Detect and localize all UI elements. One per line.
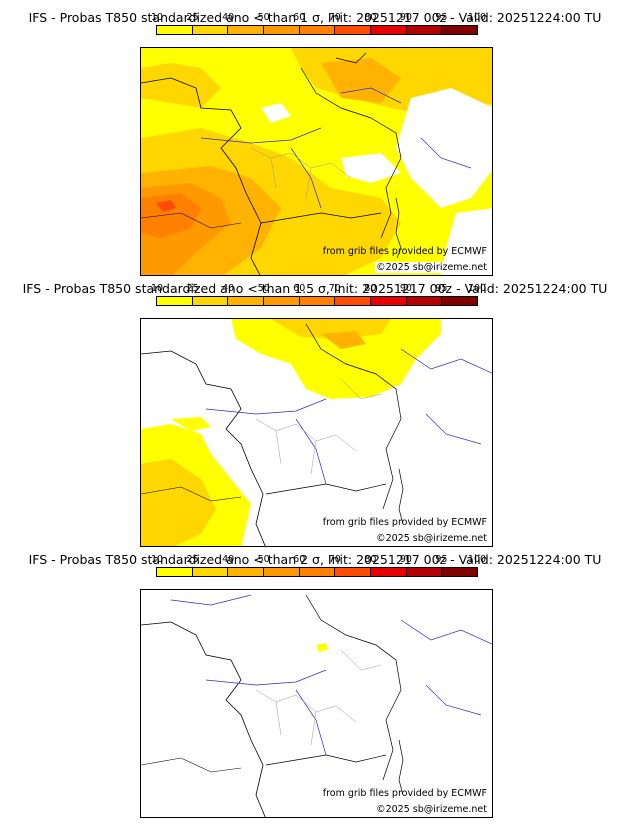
colorbar-segment <box>157 26 193 34</box>
source-credit: from grib files provided by ECMWF <box>322 517 487 528</box>
probability-map: from grib files provided by ECMWF ©2025 … <box>140 318 493 547</box>
colorbar-tick-label: 80 <box>364 554 377 565</box>
colorbar-tick-label: 70 <box>328 554 341 565</box>
colorbar-tick-label: 70 <box>328 12 341 23</box>
panel-title: IFS - Probas T850 standardized ano < tha… <box>22 281 608 296</box>
colorbar-segment <box>264 26 300 34</box>
colorbar-segment <box>406 568 443 576</box>
colorbar-tick-label: 25 <box>186 283 199 294</box>
colorbar-segment <box>299 568 336 576</box>
colorbar-segment <box>406 26 443 34</box>
colorbar-tick-label: 100 <box>467 554 487 565</box>
colorbar-ticks: 10 25 40 50 60 70 80 90 95 100 <box>151 554 486 566</box>
colorbar-segment <box>335 26 372 34</box>
colorbar-tick-label: 50 <box>257 283 270 294</box>
colorbar-segment <box>335 568 372 576</box>
colorbar-tick-label: 10 <box>150 283 164 294</box>
colorbar-tick-label: 100 <box>467 283 487 294</box>
colorbar-segment <box>299 297 336 305</box>
colorbar <box>156 25 478 35</box>
colorbar-ticks: 10 25 40 50 60 70 80 90 95 100 <box>151 12 486 24</box>
panel-title: IFS - Probas T850 standardized ano < tha… <box>28 552 602 567</box>
probability-map: from grib files provided by ECMWF ©2025 … <box>140 47 493 276</box>
colorbar-segment <box>157 297 193 305</box>
colorbar-segment <box>192 26 229 34</box>
colorbar-tick-label: 10 <box>150 12 164 23</box>
colorbar-segment <box>264 568 300 576</box>
colorbar-tick-label: 80 <box>364 283 377 294</box>
colorbar-segment <box>335 297 372 305</box>
colorbar-tick-label: 90 <box>399 554 412 565</box>
colorbar-tick-label: 25 <box>186 554 199 565</box>
colorbar-tick-label: 90 <box>399 12 412 23</box>
colorbar-segment <box>228 297 265 305</box>
colorbar-tick-label: 25 <box>186 12 199 23</box>
map-panel-2: IFS - Probas T850 standardized ano < tha… <box>0 271 630 547</box>
colorbar-segment <box>264 297 300 305</box>
colorbar-segment <box>371 568 407 576</box>
colorbar-ticks: 10 25 40 50 60 70 80 90 95 100 <box>151 283 486 295</box>
colorbar-tick-label: 95 <box>435 554 448 565</box>
colorbar-tick-label: 60 <box>293 12 306 23</box>
colorbar-segment <box>192 297 229 305</box>
colorbar-segment <box>371 297 407 305</box>
colorbar-tick-label: 80 <box>364 12 377 23</box>
colorbar-tick-label: 60 <box>293 554 306 565</box>
colorbar-segment <box>442 568 478 576</box>
colorbar-tick-label: 95 <box>435 283 448 294</box>
colorbar-segment <box>228 26 265 34</box>
colorbar-tick-label: 50 <box>257 12 270 23</box>
colorbar-segment <box>371 26 407 34</box>
colorbar-tick-label: 90 <box>399 283 412 294</box>
colorbar-tick-label: 100 <box>467 12 487 23</box>
map-panel-1: IFS - Probas T850 standardized ano < tha… <box>0 0 630 276</box>
colorbar-tick-label: 40 <box>222 283 235 294</box>
colorbar-tick-label: 60 <box>293 283 306 294</box>
panel-title: IFS - Probas T850 standardized ano < tha… <box>28 10 602 25</box>
colorbar-tick-label: 50 <box>257 554 270 565</box>
colorbar-tick-label: 40 <box>222 554 235 565</box>
colorbar-segment <box>157 568 193 576</box>
colorbar-segment <box>442 297 478 305</box>
colorbar-segment <box>228 568 265 576</box>
source-credit: from grib files provided by ECMWF <box>322 246 487 257</box>
colorbar-tick-label: 70 <box>328 283 341 294</box>
copyright: ©2025 sb@irizeme.net <box>375 533 488 544</box>
colorbar-segment <box>442 26 478 34</box>
colorbar <box>156 567 478 577</box>
probability-map: from grib files provided by ECMWF ©2025 … <box>140 589 493 818</box>
copyright: ©2025 sb@irizeme.net <box>375 804 488 815</box>
colorbar <box>156 296 478 306</box>
colorbar-segment <box>406 297 443 305</box>
copyright: ©2025 sb@irizeme.net <box>375 262 488 273</box>
colorbar-segment <box>299 26 336 34</box>
map-panel-3: IFS - Probas T850 standardized ano < tha… <box>0 542 630 818</box>
colorbar-segment <box>192 568 229 576</box>
source-credit: from grib files provided by ECMWF <box>322 788 487 799</box>
colorbar-tick-label: 10 <box>150 554 164 565</box>
colorbar-tick-label: 40 <box>222 12 235 23</box>
colorbar-tick-label: 95 <box>435 12 448 23</box>
